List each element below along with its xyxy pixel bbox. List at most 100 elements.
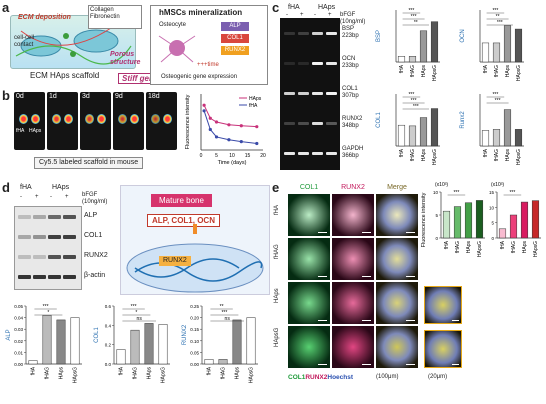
bar [531,200,540,239]
gel-band [312,32,323,35]
legend-collagen: Collagen [90,7,114,13]
micro-image [288,194,330,236]
x-tick-label: fHA [399,64,405,73]
bar [408,125,417,147]
x-axis-label: Time (days) [218,160,247,166]
gel-band [312,152,323,155]
y-tick-label: 0.00 [14,362,23,367]
dna-drawing [126,224,264,293]
micro-image [332,326,374,368]
lane-sign: - [20,194,22,200]
panel-letter-a: a [2,0,10,15]
e-bar-charts: Fluorescence intensity (x10³) (x10³) 0 5 10 fH… [421,182,541,257]
x-tick-label: fHAG [45,367,51,379]
data-point [255,141,259,146]
scale-bar [318,276,327,277]
porous-label: Porous structure [110,51,141,66]
micro-col-header: Merge [387,184,407,191]
x-tick-label: 10 [229,153,235,159]
x-tick-label: HApsG [432,65,438,81]
b-line-chart: 0 5 10 15 20 Time (days) Fluorescence intensit… [185,94,266,166]
scale-bar [406,232,415,233]
scaffold-drawing [15,27,132,65]
gel-band-label: OCN 233bp [342,56,359,69]
x-tick-label: fHAG [221,367,227,379]
panel-d-blot: fHA HAps bFGF (10ng/ml) - + - + ALP COL1 RUNX2… [14,184,114,294]
x-tick-label: fHAG [133,367,139,379]
x-tick-label: HApsG [516,149,522,165]
blot-band [33,235,46,239]
gel-group-fha: fHA [288,4,300,11]
gel-bfgf: bFGF (10ng/ml) [340,12,366,25]
mouse-image: 1d [47,92,78,150]
micro-row-label: fHAG [274,244,280,259]
sig-label: *** [408,92,414,98]
bar [116,349,126,365]
gel-band-label: COL1 307bp [342,86,359,99]
y-tick-label: 0.05 [14,304,23,309]
signal-left [52,114,61,124]
mouse-day-label: 0d [16,93,24,100]
osteogenic-label: Osteogenic gene expression [161,74,238,80]
sig-label: * [47,310,49,316]
bar [56,319,66,365]
data-point [227,138,231,142]
y-tick-label: 0.0 [105,362,112,367]
osteocyte-label: Osteocyte [159,22,187,28]
scale-bar [318,232,327,233]
mouse-caption: Cy5.5 labeled scaffold in mouse [34,157,144,169]
signal-right [31,114,40,124]
bar [430,21,439,63]
y-tick-label: 0.01 [14,350,23,355]
micro-image [288,326,330,368]
blot-band [33,255,46,259]
micro-image [376,282,418,324]
osteocyte-icon [158,35,196,63]
runx2-box: RUNX2 [159,256,191,266]
legend-label: fHA [249,103,258,109]
blot-band-label: RUNX2 [84,252,108,259]
bar [503,109,512,147]
sig-label: *** [492,92,498,98]
y-tick-label: 5 [435,213,438,218]
x-tick-label: fHA [31,366,37,375]
sig-label: * [135,310,137,316]
mouse-label-fha: fHA [16,128,25,134]
micro-image [332,238,374,280]
signal-right [130,114,139,124]
gel-band [312,62,323,65]
lane-sign: + [65,194,69,200]
x-tick-label: fHAG [455,241,461,253]
blot-band [48,275,61,279]
sig-label: *** [408,8,414,14]
blot-band [48,255,61,259]
scaffold-label: ECM HAps scaffold [30,71,100,80]
micro-legend: COL1RUNX2Hoechst [288,374,353,381]
bar [408,56,417,63]
blot-band [18,235,31,239]
y-tick-label: 0 [435,236,438,241]
gel-band [326,62,337,65]
y-axis-label: COL1 [94,327,100,343]
micro-image [332,194,374,236]
y-tick-label: 0.6 [105,304,112,309]
y-tick-label: 0.4 [105,323,112,328]
x-tick-label: fHA [483,64,489,73]
gel-band [326,32,337,35]
panel-letter-e: e [272,180,280,195]
sig-label: *** [131,304,137,310]
y-tick-label: 0.25 [190,304,199,309]
scale-bar [362,276,371,277]
scale-bar [406,276,415,277]
y-tick-label: 10 [433,190,439,195]
bar [204,359,214,365]
x-tick-label: HAps [147,367,153,380]
micro-image [288,282,330,324]
scale-bar [452,364,459,365]
x-tick-label: HAps [466,241,472,254]
gel-band [284,92,295,95]
x-tick-label: HApsG [73,367,79,383]
x-tick-label: HApsG [432,149,438,165]
y-tick-label: 0.2 [105,343,112,348]
gel-band [298,122,309,125]
